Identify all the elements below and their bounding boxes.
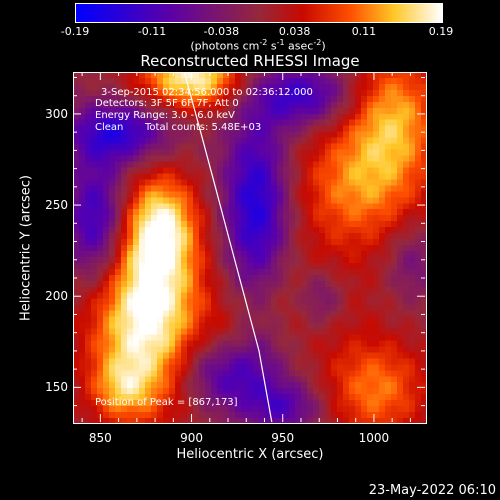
y-tick-label: 200 [45,289,68,304]
annotation-clean: Clean [95,122,124,133]
x-tick-label: 900 [180,431,203,445]
annotation-total-counts: Total counts: 5.48E+03 [145,122,262,133]
y-axis-label: Heliocentric Y (arcsec) [18,175,34,321]
annotation-peak-position: Position of Peak = [867,173] [95,397,238,408]
annotation-time-range: 3-Sep-2015 02:34:56.000 to 02:36:12.000 [101,87,313,98]
colorbar-gradient [76,4,442,22]
x-axis-label: Heliocentric X (arcsec) [176,447,324,462]
plot-area [73,72,427,424]
x-tick-label: 850 [88,431,112,445]
y-tick-label: 300 [45,106,68,121]
colorbar-tick-label: -0.19 [60,25,90,38]
chart-title: Reconstructed RHESSI Image [140,52,360,70]
x-tick-label: 1000 [358,431,390,445]
colorbar [75,3,443,23]
solar-limb-line [183,72,273,423]
annotation-energy-range: Energy Range: 3.0 - 6.0 keV [95,110,235,121]
colorbar-tick-label: 0.19 [428,25,454,38]
colorbar-tick-label: 0.038 [278,25,311,38]
x-tick-label: 950 [271,431,295,445]
colorbar-tick-label: -0.11 [137,25,167,38]
y-tick-label: 250 [45,198,68,213]
colorbar-units: (photons cm-2 s-1 asec-2) [190,38,326,53]
footer-timestamp: 23-May-2022 06:10 [368,483,496,498]
heatmap-image [73,72,427,424]
colorbar-tick-label: -0.038 [203,25,240,38]
colorbar-tick-label: 0.11 [351,25,377,38]
y-tick-label: 150 [45,380,68,395]
annotation-detectors: Detectors: 3F 5F 6F 7F, Att 0 [95,98,239,109]
